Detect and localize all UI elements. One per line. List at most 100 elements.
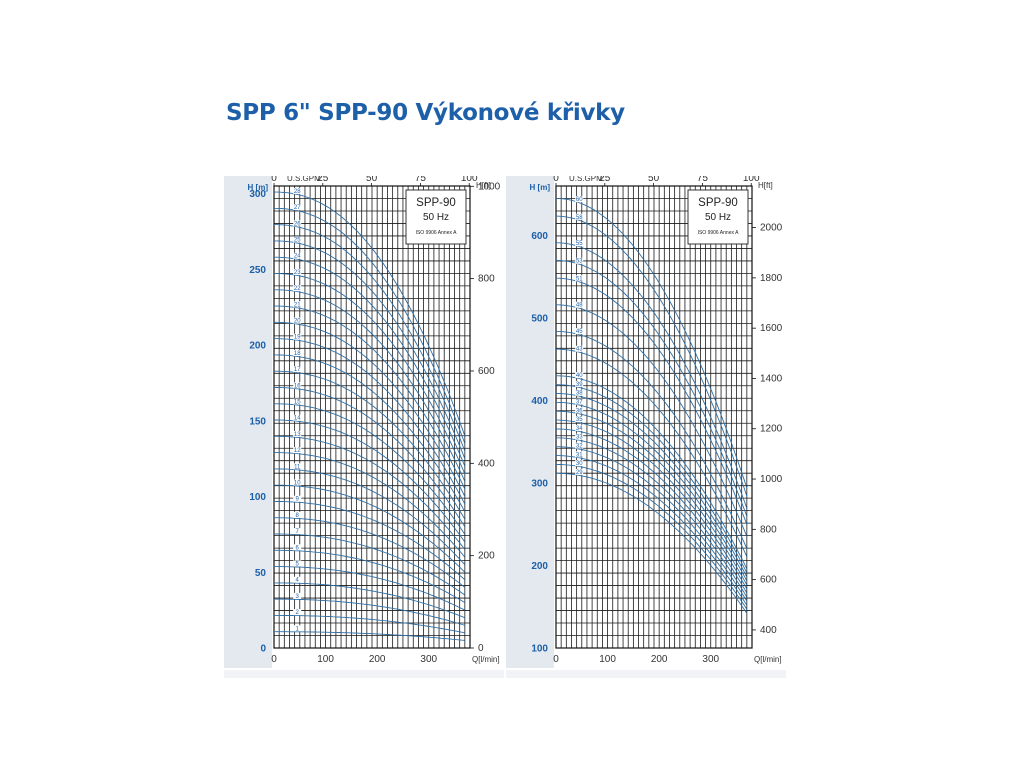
chart-1-stage-curve-31 bbox=[556, 455, 748, 606]
chart-1-y2-tick-label: 600 bbox=[760, 575, 777, 586]
chart-0-stage-curve-21 bbox=[273, 305, 466, 490]
chart-0-curve-label-23: 23 bbox=[294, 270, 301, 276]
chart-1-stage-curve-36 bbox=[555, 410, 748, 586]
chart-1-curve-label-33: 33 bbox=[576, 435, 583, 441]
chart-1-stage-curve-35 bbox=[556, 419, 748, 590]
chart-0-legend-box bbox=[405, 189, 467, 245]
chart-0-y2-axis-label: H[ft] bbox=[476, 181, 491, 190]
chart-1-x2-tick-label: 50 bbox=[648, 176, 660, 184]
chart-0-curve-label-24: 24 bbox=[294, 254, 301, 260]
chart-0-stage-curve-9 bbox=[273, 500, 466, 581]
chart-1-stage-curve-34 bbox=[556, 428, 748, 594]
chart-1-x-tick-label: 100 bbox=[599, 654, 616, 665]
chart-0-stage-curve-15 bbox=[273, 403, 466, 535]
chart-1-stage-curve-30 bbox=[555, 463, 748, 610]
chart-0-curve-label-bg bbox=[293, 220, 302, 227]
chart-0-curve-label-bg bbox=[293, 528, 302, 535]
chart-0-curve-label-3: 3 bbox=[296, 594, 300, 600]
chart-1-x-tick-label: 200 bbox=[651, 654, 668, 665]
chart-0-curve-label-bg bbox=[293, 382, 302, 389]
chart-1-stage-curve-40 bbox=[556, 375, 748, 569]
chart-0-stage-curve-19 bbox=[274, 338, 466, 505]
chart-1-y-tick-label: 200 bbox=[531, 561, 548, 572]
chart-1-x-tick-label: 300 bbox=[702, 654, 719, 665]
chart-0-curve-label-26: 26 bbox=[294, 221, 301, 227]
chart-1-footer-strip bbox=[506, 670, 786, 678]
chart-1-curve-label-bg bbox=[575, 460, 584, 467]
chart-0-y-tick-label: 200 bbox=[249, 341, 266, 352]
chart-1-y2-tick-label: 1400 bbox=[760, 373, 783, 384]
chart-1-curves bbox=[555, 197, 748, 614]
chart-0-curve-label-22: 22 bbox=[294, 286, 301, 292]
chart-1-stage-curve-55 bbox=[555, 242, 748, 509]
chart-1-curve-label-bg bbox=[575, 372, 584, 379]
chart-0-curve-label-27: 27 bbox=[294, 205, 301, 211]
chart-1-stage-curve-29 bbox=[556, 472, 748, 614]
chart-0-legend: SPP-90 50 Hz ISO 9906 Annex A bbox=[405, 189, 467, 245]
chart-0-stage-curve-1 bbox=[274, 631, 465, 641]
chart-0-curve-label-bg bbox=[293, 544, 302, 551]
chart-0-y-tick-label: 300 bbox=[249, 189, 266, 200]
chart-0-y-tick-label: 250 bbox=[249, 265, 266, 276]
chart-1-stage-curve-32 bbox=[556, 446, 748, 602]
chart-1-y-axis-label: H [m] bbox=[530, 183, 551, 192]
chart-0-y2-tick-label: 1000 bbox=[478, 181, 501, 192]
chart-0-stage-curve-20 bbox=[274, 321, 466, 497]
chart-0-y-tick-label: 150 bbox=[249, 416, 266, 427]
chart-1-x2-tick-label: 75 bbox=[697, 176, 709, 184]
chart-0-stage-curve-27 bbox=[273, 207, 466, 444]
chart-0-stage-curve-23 bbox=[274, 273, 466, 474]
chart-1-curve-label-bg bbox=[575, 345, 584, 352]
chart-0-y-tick-label: 100 bbox=[249, 492, 266, 503]
chart-0-curve-label-18: 18 bbox=[294, 351, 301, 357]
performance-chart-high-stages: 100 200 300 400 500 600 H [m] 400 600 800 1000 1200… bbox=[506, 176, 786, 678]
chart-1-stage-curve-38 bbox=[556, 393, 748, 578]
chart-0-y-tick-label: 0 bbox=[260, 644, 266, 655]
chart-1-y2-tick-label: 2000 bbox=[760, 223, 783, 234]
chart-1-y-tick-label: 500 bbox=[531, 314, 548, 325]
chart-1-curve-label-bg bbox=[575, 389, 584, 396]
chart-1-stage-curve-43 bbox=[555, 348, 748, 557]
chart-0-curve-label-9: 9 bbox=[296, 497, 300, 503]
chart-1-stage-curve-60 bbox=[556, 197, 748, 489]
chart-0-x2-tick-label: 50 bbox=[366, 176, 378, 184]
chart-1-curve-label-34: 34 bbox=[576, 426, 583, 432]
chart-0-stage-curve-28 bbox=[274, 191, 466, 437]
chart-1-curve-label-bg bbox=[575, 196, 584, 203]
chart-1-curve-label-bg bbox=[575, 398, 584, 405]
chart-1-y2-tick-label: 800 bbox=[760, 524, 777, 535]
chart-0-y2-tick-label: 600 bbox=[478, 366, 495, 377]
chart-0-y-axis-label: H [m] bbox=[248, 183, 269, 192]
chart-0-curve-label-bg bbox=[293, 333, 302, 340]
chart-0-curve-label-bg bbox=[293, 398, 302, 405]
chart-1-curve-labels: 29 30 31 32 33 34 35 36 37 38 39 40 43 45 48 51 53 55 58 60 bbox=[575, 196, 584, 476]
chart-1-curve-label-bg bbox=[575, 240, 584, 247]
chart-1-x2-tick-label: 100 bbox=[743, 176, 760, 184]
chart-1-curve-label-53: 53 bbox=[576, 259, 583, 265]
chart-1-left-strip bbox=[506, 176, 554, 668]
chart-0-stage-curve-10 bbox=[274, 484, 466, 573]
chart-0-curve-label-4: 4 bbox=[296, 578, 300, 584]
chart-1-curve-label-bg bbox=[575, 257, 584, 264]
chart-0-stage-curve-12 bbox=[274, 452, 466, 558]
chart-1-curve-label-bg bbox=[575, 301, 584, 308]
chart-1-stage-curve-37 bbox=[556, 401, 748, 582]
chart-1-curve-label-39: 39 bbox=[576, 382, 583, 388]
chart-1-curve-label-55: 55 bbox=[576, 241, 583, 247]
chart-0-curve-label-15: 15 bbox=[294, 400, 301, 406]
chart-0-stage-curve-24 bbox=[274, 256, 466, 467]
chart-0-curve-label-6: 6 bbox=[296, 545, 300, 551]
chart-0-x2-tick-label: 100 bbox=[461, 176, 478, 184]
chart-1-curve-label-bg bbox=[575, 442, 584, 449]
chart-1-stage-curve-53 bbox=[556, 260, 748, 517]
chart-1-curve-label-45: 45 bbox=[576, 329, 583, 335]
chart-0-curve-label-14: 14 bbox=[294, 416, 301, 422]
chart-1-y2-tick-label: 400 bbox=[760, 625, 777, 636]
chart-0-y2-tick-label: 200 bbox=[478, 551, 495, 562]
chart-0-curve-label-10: 10 bbox=[294, 481, 301, 487]
chart-0-curve-label-2: 2 bbox=[296, 610, 300, 616]
chart-0-y-tick-label: 50 bbox=[255, 568, 267, 579]
chart-0-curve-label-bg bbox=[293, 204, 302, 211]
chart-0-stage-curve-5 bbox=[274, 566, 466, 611]
